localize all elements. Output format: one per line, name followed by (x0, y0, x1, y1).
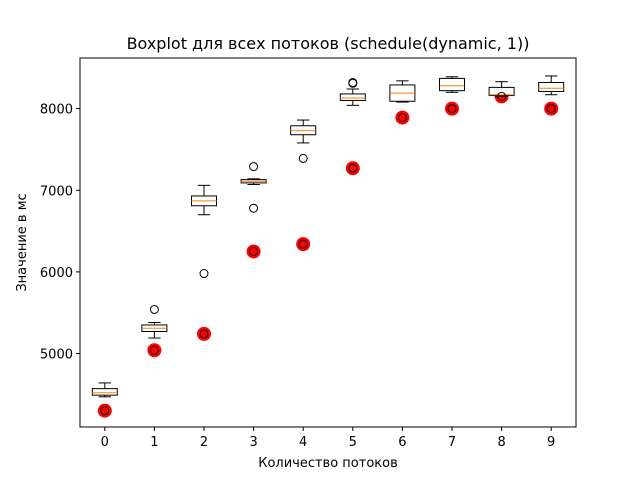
outlier-point (298, 153, 308, 163)
x-tick-label: 2 (200, 435, 208, 450)
x-tick-label: 1 (150, 435, 158, 450)
box-group (538, 75, 565, 114)
highlight-point (445, 101, 459, 116)
plot-area: 0 1 2 3 4 5 6 7 8 9 5000 6000 7000 8000 (40, 75, 565, 450)
outlier-point (199, 269, 209, 279)
box-group (339, 77, 366, 173)
outlier-point (249, 203, 259, 213)
highlight-point (197, 326, 211, 341)
box-group (240, 162, 267, 256)
y-tick-label: 6000 (40, 266, 73, 281)
x-tick-label: 3 (249, 435, 257, 450)
box-group (439, 76, 465, 114)
x-tick-label: 6 (398, 435, 406, 450)
outlier-point (497, 91, 507, 101)
x-tick-label: 8 (497, 435, 505, 450)
box-body (91, 388, 118, 396)
box-group (389, 80, 416, 123)
y-tick-label: 8000 (40, 103, 73, 118)
highlight-point (345, 161, 360, 176)
outlier-point (100, 406, 110, 416)
highlight-point (395, 110, 410, 125)
highlight-point (97, 403, 112, 418)
box-group (141, 304, 168, 355)
outlier-point (447, 104, 457, 114)
x-axis-title: Количество потоков (258, 456, 398, 471)
chart-title: Boxplot для всех потоков (schedule(dynam… (127, 34, 530, 53)
x-tick-label: 9 (547, 435, 555, 450)
x-tick-label: 4 (299, 435, 307, 450)
highlight-point (544, 101, 559, 116)
box-body (538, 81, 565, 92)
outlier-point (546, 104, 556, 114)
x-tick-label: 5 (349, 435, 357, 450)
box-body (339, 93, 366, 101)
x-tick-label: 7 (448, 435, 456, 450)
box-group (91, 382, 118, 416)
highlight-point (296, 237, 311, 252)
outlier-point (199, 329, 209, 339)
outlier-point (149, 304, 159, 314)
box-group (290, 119, 317, 249)
x-tick-label: 0 (101, 435, 109, 450)
outlier-point (249, 246, 259, 256)
outlier-point (298, 239, 308, 249)
box-body (488, 86, 515, 97)
box-group (488, 81, 515, 101)
outlier-point (348, 163, 358, 173)
axes-frame (79, 57, 577, 428)
y-tick-label: 7000 (40, 184, 73, 199)
box-group (191, 184, 217, 339)
highlight-point (147, 343, 162, 358)
box-body (439, 77, 465, 92)
outlier-point (249, 162, 259, 172)
y-axis-title: Значение в мс (15, 193, 30, 291)
outlier-point (149, 345, 159, 355)
outlier-point (348, 78, 358, 88)
outlier-point (397, 113, 407, 123)
y-tick-label: 5000 (40, 348, 73, 363)
highlight-point (246, 244, 261, 259)
